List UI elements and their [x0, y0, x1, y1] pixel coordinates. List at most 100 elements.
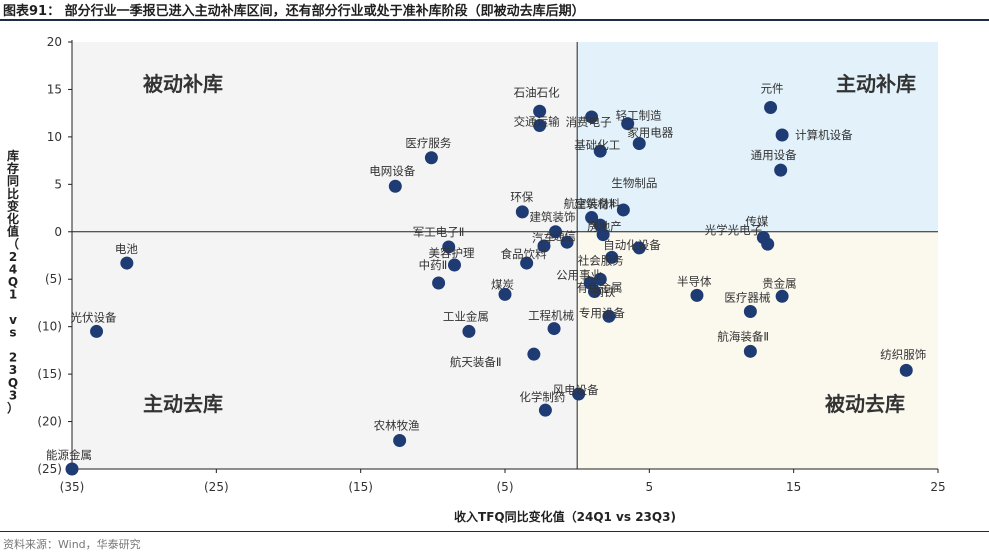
point-label: 房地产: [587, 220, 622, 234]
y-tick-label: (15): [37, 367, 62, 381]
point-label: 石油石化: [514, 85, 560, 99]
y-tick-label: 20: [47, 35, 62, 49]
data-point: [388, 179, 402, 193]
point-label: 有色金属: [576, 281, 622, 295]
source-note: 资料来源：Wind，华泰研究: [3, 538, 141, 551]
data-point: [547, 322, 561, 336]
point-label: 光学光电子: [705, 223, 763, 237]
data-point: [593, 144, 607, 158]
data-point: [65, 462, 79, 476]
data-point: [761, 237, 775, 251]
quadrant-top-left: [72, 42, 578, 232]
data-point: [632, 137, 646, 151]
data-point: [605, 250, 619, 264]
data-point: [587, 285, 601, 299]
point-label: 传媒: [745, 214, 768, 228]
data-point: [498, 287, 512, 301]
data-point: [585, 110, 599, 124]
y-tick-label: (10): [37, 320, 62, 334]
quadrant-bottom-right: [577, 231, 938, 469]
data-point: [520, 256, 534, 270]
data-point: [527, 347, 541, 361]
y-tick-label: 5: [54, 177, 62, 191]
x-tick-label: (5): [497, 480, 514, 494]
point-label: 工程机械: [528, 309, 574, 323]
point-label: 电网设备: [369, 164, 415, 178]
data-point: [533, 104, 547, 118]
x-tick-label: 15: [786, 480, 801, 494]
point-label: 工业金属: [443, 309, 489, 323]
data-point: [593, 272, 607, 286]
y-tick-label: (25): [37, 462, 62, 476]
x-tick-label: (15): [348, 480, 373, 494]
data-point: [602, 309, 616, 323]
quadrant-label-passive-destock: 被动去库: [825, 392, 905, 416]
quadrant-label-active-destock: 主动去库: [143, 392, 223, 416]
point-label: 化学制药: [519, 390, 565, 404]
point-label: 公用事业: [556, 268, 602, 282]
data-point: [538, 403, 552, 417]
point-label: 生物制品: [611, 176, 657, 190]
point-label: 半导体: [677, 274, 712, 288]
data-point: [533, 119, 547, 133]
point-label: 钢铁: [592, 285, 615, 299]
point-label: 能源金属: [46, 448, 92, 462]
data-point: [442, 240, 456, 254]
point-label: 贵金属: [762, 276, 797, 290]
data-point: [432, 276, 446, 290]
data-point: [515, 205, 529, 219]
point-label: 基础化工: [574, 138, 620, 152]
point-label: 电池: [115, 242, 138, 256]
point-label: 军工电子Ⅱ: [413, 225, 465, 239]
data-point: [537, 239, 551, 253]
x-tick-label: (25): [204, 480, 229, 494]
data-point: [899, 363, 913, 377]
point-label: 光伏设备: [71, 310, 117, 324]
point-label: 专用设备: [579, 306, 625, 320]
data-point: [596, 228, 610, 242]
bottom-rule: [0, 531, 989, 532]
y-tick-label: (20): [37, 415, 62, 429]
point-label: 交通运输: [514, 115, 560, 129]
y-tick-label: 10: [47, 130, 62, 144]
data-point: [424, 151, 438, 165]
point-label: 食品饮料: [501, 247, 547, 261]
point-label: 轻工制造: [616, 109, 662, 123]
point-label: 消费电子: [566, 115, 612, 129]
data-point: [549, 225, 563, 239]
data-point: [690, 288, 704, 302]
x-axis-label: 收入TFQ同比变化值（24Q1 vs 23Q3): [454, 509, 676, 524]
quadrant-backgrounds: [72, 42, 938, 469]
data-point: [764, 100, 778, 114]
point-label: 建筑材料: [574, 197, 620, 211]
data-point: [621, 117, 635, 131]
title-rule: [0, 19, 989, 21]
data-point: [632, 241, 646, 255]
data-point: [616, 203, 630, 217]
point-label: 航天装备Ⅱ: [450, 355, 502, 369]
point-label: 建筑装饰: [530, 210, 576, 224]
axes: (35) (25) (15) (5) 5 15 25 20 15 10 5 0 (5) (10) (15) (…: [37, 35, 945, 494]
point-label: 计算机设备: [795, 128, 853, 142]
point-label: 纺织服饰: [880, 347, 926, 361]
data-point: [743, 344, 757, 358]
data-point: [120, 256, 134, 270]
data-point: [447, 258, 461, 272]
data-point: [774, 163, 788, 177]
data-point: [462, 324, 476, 338]
x-tick-label: (35): [60, 480, 85, 494]
data-point: [572, 387, 586, 401]
point-label: 农林牧渔: [374, 419, 420, 433]
quadrant-bottom-left: [72, 231, 578, 469]
point-label: 家用电器: [627, 126, 673, 140]
point-label: 航空装备Ⅱ: [564, 197, 616, 211]
y-tick-label: 15: [47, 82, 62, 96]
y-tick-label: (5): [45, 272, 62, 286]
point-label: 美容护理: [428, 246, 474, 260]
quadrant-label-passive-restock: 被动补库: [143, 72, 223, 96]
point-label: 通信: [553, 229, 576, 243]
data-point: [775, 128, 789, 142]
